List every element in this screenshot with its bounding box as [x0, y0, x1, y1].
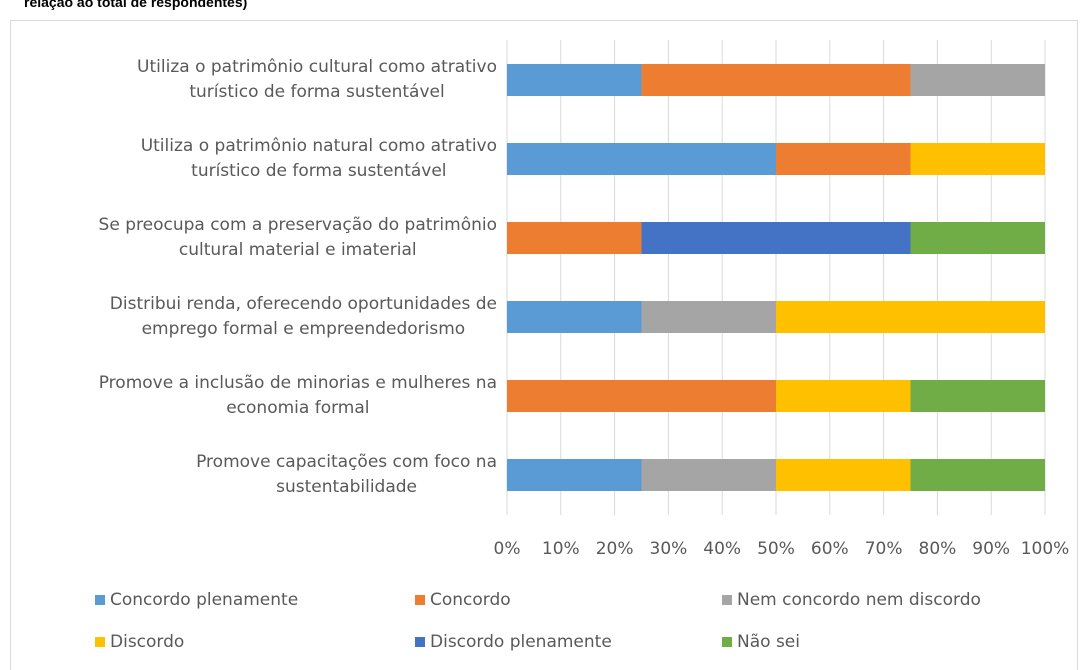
- bar-segment: [507, 380, 776, 412]
- legend-label: Não sei: [737, 632, 800, 652]
- bar-segment: [507, 301, 642, 333]
- bar-segment: [507, 222, 642, 254]
- category-label: Utiliza o patrimônio cultural como atrat…: [137, 57, 497, 102]
- x-tick-label: 50%: [757, 539, 795, 559]
- legend-swatch: [415, 637, 425, 647]
- legend-swatch: [722, 595, 732, 605]
- x-tick-label: 30%: [650, 539, 688, 559]
- bar-segment: [641, 222, 911, 254]
- chart-title: relação ao total de respondentes): [24, 0, 248, 10]
- bar-segment: [507, 143, 776, 175]
- x-tick-label: 70%: [865, 539, 903, 559]
- bar-segment: [641, 64, 911, 96]
- legend-swatch: [415, 595, 425, 605]
- legend-label: Concordo: [430, 590, 511, 610]
- legend-label: Discordo: [110, 632, 184, 652]
- category-label: Se preocupa com a preservação do patrimô…: [98, 215, 497, 260]
- chart-border: [10, 20, 1078, 670]
- bar-segment: [910, 222, 1045, 254]
- legend-swatch: [95, 595, 105, 605]
- category-label: Promove capacitações com foco na sustent…: [196, 452, 497, 497]
- bar-segment: [776, 301, 1045, 333]
- bar-segment: [910, 459, 1045, 491]
- bar-segment: [776, 143, 911, 175]
- x-tick-label: 0%: [494, 539, 521, 559]
- x-tick-label: 80%: [919, 539, 957, 559]
- x-tick-label: 10%: [542, 539, 580, 559]
- bar-segment: [910, 143, 1045, 175]
- category-label: Promove a inclusão de minorias e mulhere…: [98, 373, 497, 418]
- legend-swatch: [722, 637, 732, 647]
- bar-segment: [641, 459, 776, 491]
- x-tick-label: 40%: [703, 539, 741, 559]
- bar-segment: [507, 459, 642, 491]
- legend-label: Nem concordo nem discordo: [737, 590, 981, 610]
- x-tick-label: 20%: [596, 539, 634, 559]
- x-tick-label: 100%: [1021, 539, 1070, 559]
- bar-segment: [910, 380, 1045, 412]
- bar-segment: [776, 380, 911, 412]
- x-tick-label: 90%: [972, 539, 1010, 559]
- category-label: Utiliza o patrimônio natural como atrati…: [140, 136, 497, 181]
- bar-segment: [641, 301, 776, 333]
- bar-segment: [910, 64, 1045, 96]
- legend-swatch: [95, 637, 105, 647]
- bar-segment: [776, 459, 911, 491]
- legend-label: Concordo plenamente: [110, 590, 298, 610]
- x-tick-label: 60%: [811, 539, 849, 559]
- category-label: Distribui renda, oferecendo oportunidade…: [109, 294, 497, 339]
- legend-label: Discordo plenamente: [430, 632, 612, 652]
- bar-segment: [507, 64, 642, 96]
